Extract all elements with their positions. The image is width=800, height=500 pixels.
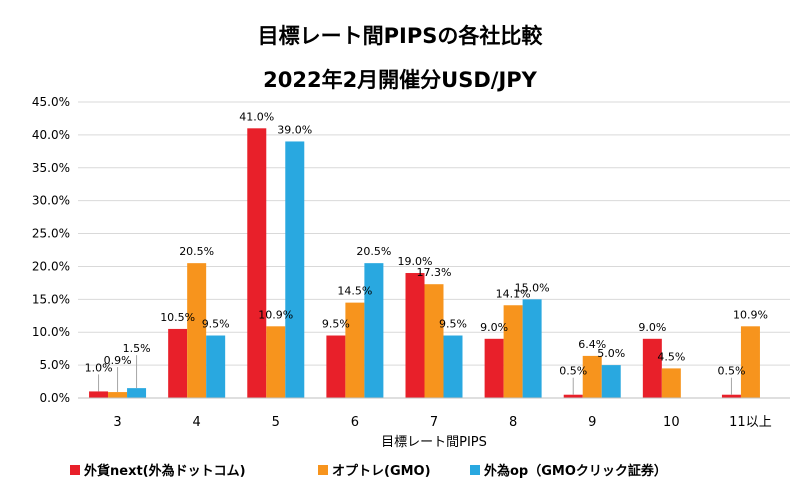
data-label: 19.0% [398,255,433,268]
data-label: 17.3% [417,266,452,279]
bar [582,355,602,398]
bar [127,388,147,398]
bar [266,326,286,398]
bar [443,335,463,398]
bar [187,263,207,398]
bar [721,394,741,398]
legend-label: 外為op（GMOクリック証券） [483,463,667,479]
x-axis-title: 目標レート間PIPS [381,435,487,450]
y-tick-label: 25.0% [32,227,70,241]
legend-swatch [70,465,80,475]
bar [563,394,583,398]
bar [503,305,523,398]
x-tick-label: 6 [351,415,359,430]
data-label: 1.0% [85,361,113,374]
bar [661,368,681,398]
data-label: 39.0% [277,123,312,136]
bar [740,326,760,398]
data-label: 0.5% [559,365,587,378]
data-labels: 1.0%0.9%1.5% 10.5% 20.5% 9.5% 41.0% 10.9% 39.0… [85,110,768,377]
bar [345,302,365,398]
legend-swatch [470,465,480,475]
y-tick-label: 45.0% [32,95,70,109]
bars [89,128,760,399]
x-tick-label: 9 [588,415,596,430]
bar [89,391,109,398]
bar [484,338,504,398]
bar [405,273,425,398]
x-tick-label: 11以上 [729,415,772,430]
legend-swatch [318,465,328,475]
y-tick-label: 10.0% [32,325,70,339]
y-tick-label: 15.0% [32,292,70,306]
data-label: 9.5% [322,318,350,331]
bar [326,335,346,398]
label-leader-lines [98,355,732,395]
bar [642,338,662,398]
bar [522,299,542,398]
x-tick-label: 10 [663,415,680,430]
x-tick-label: 7 [430,415,438,430]
data-label: 20.5% [356,245,391,258]
bar [206,335,226,398]
bar [247,128,267,399]
y-tick-label: 0.0% [40,391,71,405]
data-label: 9.5% [439,318,467,331]
data-label: 0.5% [717,365,745,378]
data-label: 6.4% [578,338,606,351]
data-label: 10.9% [258,308,293,321]
y-tick-label: 5.0% [40,358,71,372]
data-label: 5.0% [597,347,625,360]
data-label: 0.9% [104,354,132,367]
x-tick-label: 4 [193,415,201,430]
data-label: 15.0% [515,281,550,294]
bar [601,365,621,398]
data-label: 9.0% [638,321,666,334]
bar [424,284,444,398]
x-axis-ticks: 3 4 5 6 7 8 9 10 11以上 [113,415,771,430]
x-tick-label: 8 [509,415,517,430]
bar [168,328,188,398]
y-tick-label: 30.0% [32,194,70,208]
legend: 外貨next(外為ドットコム) オプトレ(GMO) 外為op（GMOクリック証券） [70,463,667,479]
chart-title-line-2: 2022年2月開催分USD/JPY [263,68,538,92]
x-tick-label: 3 [113,415,121,430]
y-tick-label: 40.0% [32,128,70,142]
data-label: 41.0% [239,110,274,123]
bar [364,263,384,398]
data-label: 1.5% [123,342,151,355]
legend-label: オプトレ(GMO) [332,464,431,479]
y-tick-label: 20.0% [32,259,70,273]
legend-label: 外貨next(外為ドットコム) [83,463,246,479]
data-label: 9.0% [480,321,508,334]
y-tick-label: 35.0% [32,161,70,175]
chart-title-line-1: 目標レート間PIPSの各社比較 [258,24,544,48]
data-label: 14.5% [337,285,372,298]
x-tick-label: 5 [272,415,280,430]
data-label: 10.5% [160,311,195,324]
data-label: 4.5% [657,350,685,363]
chart-title: 目標レート間PIPSの各社比較 2022年2月開催分USD/JPY [258,24,544,92]
bar [108,392,128,398]
data-label: 9.5% [202,318,230,331]
data-label: 20.5% [179,245,214,258]
data-label: 14.1% [496,287,531,300]
y-axis-ticks: 0.0% 5.0% 10.0% 15.0% 20.0% 25.0% 30.0% 35.0% 40… [32,95,70,405]
data-label: 10.9% [733,308,768,321]
bar [285,141,305,398]
